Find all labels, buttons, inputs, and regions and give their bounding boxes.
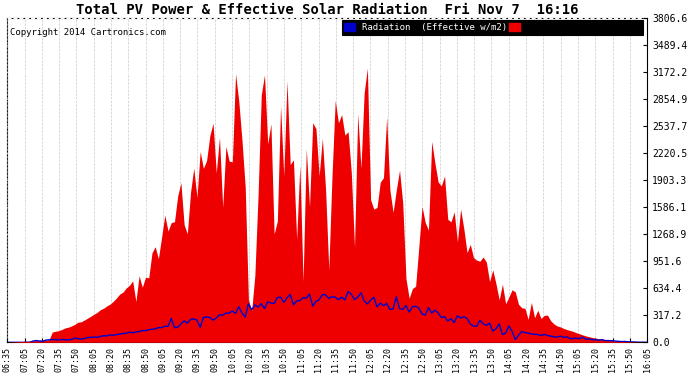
Legend: Radiation  (Effective w/m2), PV Panels  (DC Watts): Radiation (Effective w/m2), PV Panels (D… xyxy=(342,21,643,35)
Title: Total PV Power & Effective Solar Radiation  Fri Nov 7  16:16: Total PV Power & Effective Solar Radiati… xyxy=(76,3,578,17)
Text: Copyright 2014 Cartronics.com: Copyright 2014 Cartronics.com xyxy=(10,28,166,37)
